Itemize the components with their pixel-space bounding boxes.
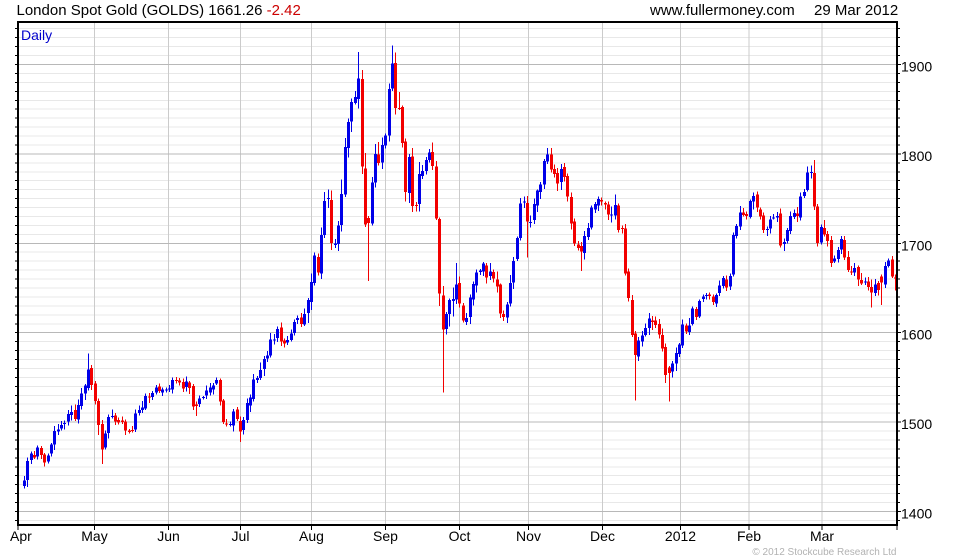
svg-text:Daily: Daily — [21, 27, 52, 43]
svg-text:Jul: Jul — [232, 528, 250, 544]
svg-text:© 2012 Stockcube Research Ltd: © 2012 Stockcube Research Ltd — [752, 547, 896, 558]
svg-text:1800: 1800 — [901, 148, 932, 164]
svg-text:Apr: Apr — [10, 528, 32, 544]
svg-text:Nov: Nov — [516, 528, 541, 544]
svg-text:Dec: Dec — [590, 528, 615, 544]
svg-text:1700: 1700 — [901, 237, 932, 253]
svg-text:1500: 1500 — [901, 416, 932, 432]
svg-text:Mar: Mar — [810, 528, 834, 544]
svg-text:Aug: Aug — [299, 528, 324, 544]
svg-text:May: May — [81, 528, 107, 544]
svg-text:29 Mar 2012: 29 Mar 2012 — [814, 2, 898, 19]
svg-text:www.fullermoney.com: www.fullermoney.com — [649, 2, 795, 19]
svg-text:1400: 1400 — [901, 506, 932, 522]
svg-text:London Spot Gold (GOLDS) 1661.: London Spot Gold (GOLDS) 1661.26 -2.42 — [17, 2, 301, 19]
svg-text:1600: 1600 — [901, 327, 932, 343]
svg-text:Jun: Jun — [157, 528, 180, 544]
svg-text:2012: 2012 — [665, 528, 696, 544]
svg-text:Oct: Oct — [449, 528, 471, 544]
svg-text:1900: 1900 — [901, 59, 932, 75]
svg-text:Sep: Sep — [373, 528, 398, 544]
svg-text:Feb: Feb — [737, 528, 761, 544]
